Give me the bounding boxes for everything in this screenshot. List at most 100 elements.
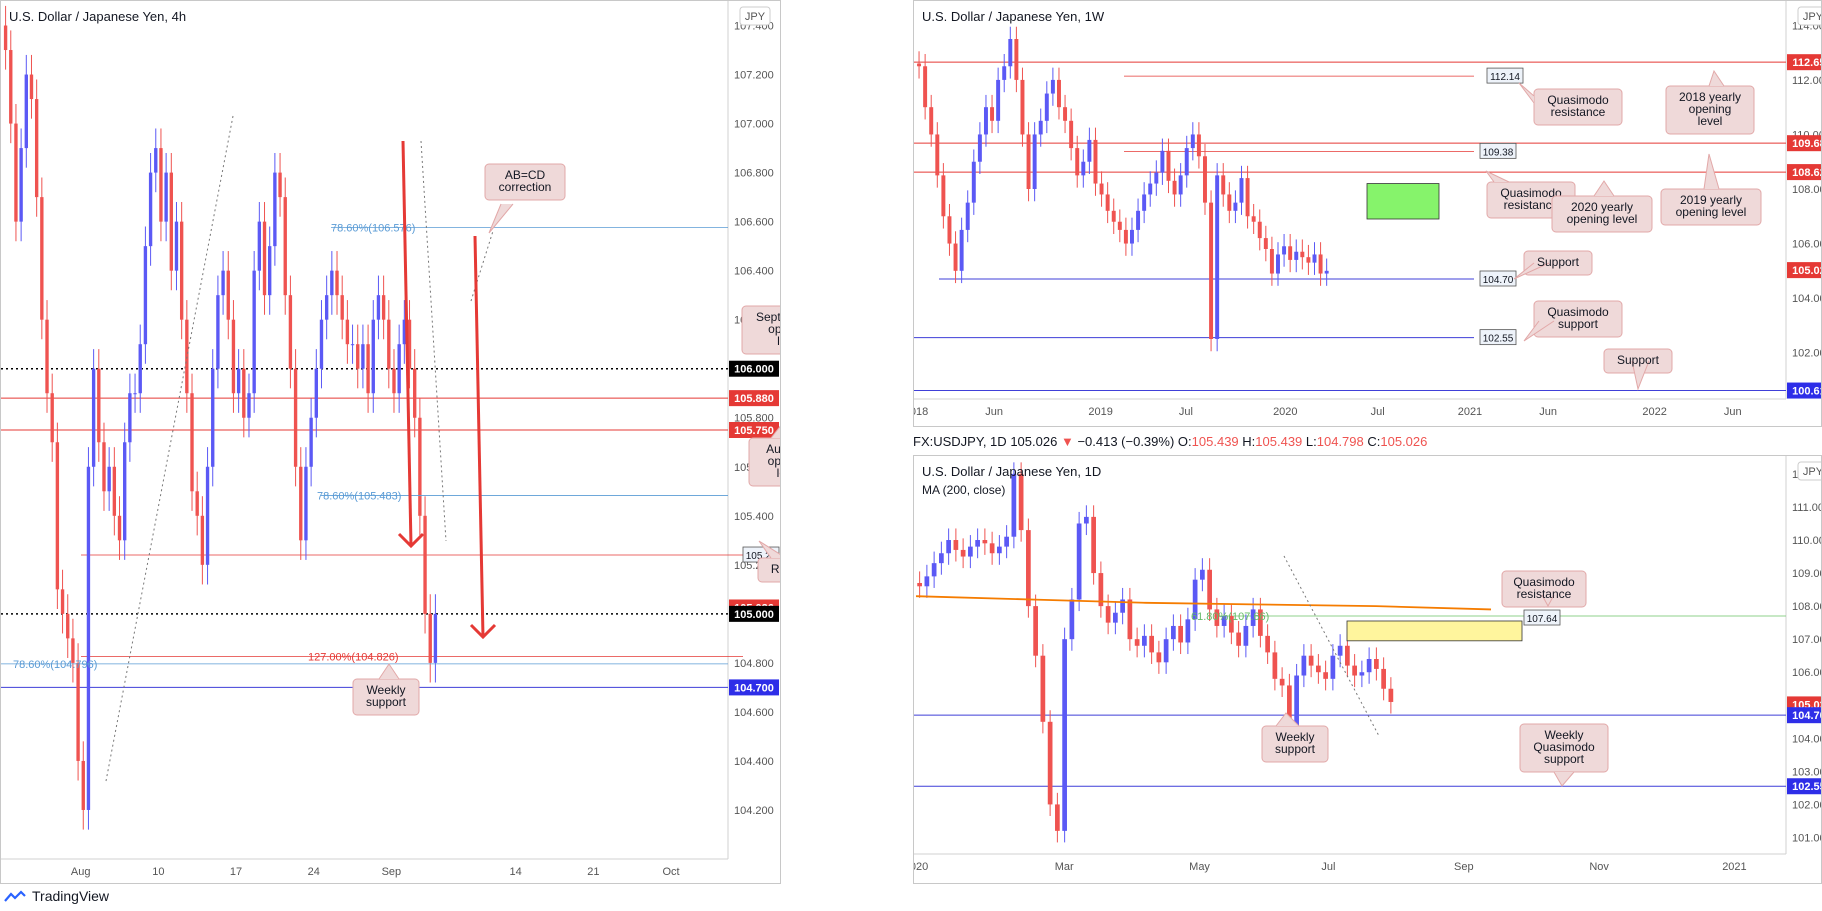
candle-body bbox=[1359, 672, 1365, 676]
price-badge bbox=[1787, 707, 1822, 724]
price-tag-label: 107.64 bbox=[1527, 614, 1558, 625]
abcd-callout-line: AB=CD bbox=[505, 168, 546, 182]
candle-body bbox=[190, 393, 194, 492]
candle-body bbox=[128, 393, 132, 443]
candle-body bbox=[392, 368, 396, 394]
chart-1d-panel[interactable]: 112.000111.000110.000109.000108.000107.0… bbox=[904, 455, 1822, 884]
price-tag-label: 102.55 bbox=[1483, 334, 1514, 345]
candle-body bbox=[335, 270, 339, 296]
chart-1w[interactable]: 114.000112.000110.000108.000106.000104.0… bbox=[904, 1, 1822, 426]
candle-body bbox=[997, 546, 1002, 554]
candle-body bbox=[247, 393, 251, 418]
candle-body bbox=[931, 563, 937, 577]
price-badge bbox=[1787, 135, 1822, 152]
y-tick-label: 106.000 bbox=[1792, 239, 1821, 251]
w-2020-open-callout-tail bbox=[1593, 180, 1615, 197]
price-badge bbox=[1787, 262, 1822, 279]
weekly-support-callout-line: support bbox=[366, 695, 407, 709]
x-tick-label: 2019 bbox=[1088, 406, 1112, 418]
candle-body bbox=[975, 540, 980, 547]
candle-body bbox=[283, 197, 287, 296]
y-tick-label: 107.200 bbox=[734, 70, 774, 82]
candle-body bbox=[1136, 210, 1141, 230]
candle-body bbox=[1178, 175, 1183, 195]
candle-body bbox=[154, 148, 158, 173]
candle-body bbox=[1148, 183, 1153, 195]
d-weekly-support-callout-line: support bbox=[1275, 742, 1316, 756]
abcd-callout-box bbox=[484, 163, 566, 201]
candle-body bbox=[965, 202, 970, 230]
candle-body bbox=[1154, 172, 1159, 184]
weekly-support-callout-line: Weekly bbox=[366, 683, 405, 697]
trend-line bbox=[420, 140, 447, 542]
candle-body bbox=[1099, 183, 1104, 195]
candle-body bbox=[977, 134, 982, 162]
candle-body bbox=[1263, 238, 1268, 249]
candle-body bbox=[1337, 645, 1343, 656]
price-badge-label: 104.700 bbox=[1792, 710, 1821, 722]
price-tag bbox=[1486, 67, 1524, 84]
y-tick-label: 111.000 bbox=[1792, 502, 1821, 514]
currency-button bbox=[1797, 6, 1822, 26]
candle-body bbox=[1026, 530, 1031, 607]
abcd-leg-arrow-head bbox=[469, 623, 497, 640]
y-tick-label: 101.000 bbox=[1792, 832, 1821, 844]
candle-body bbox=[278, 172, 282, 198]
candle-body bbox=[1113, 612, 1118, 623]
trend-line bbox=[1283, 555, 1380, 737]
x-tick-label: Aug bbox=[71, 866, 91, 878]
w-2019-open-callout-line: 2019 yearly bbox=[1680, 193, 1742, 207]
candle-body bbox=[169, 172, 173, 271]
chart-1d[interactable]: 112.000111.000110.000109.000108.000107.0… bbox=[904, 456, 1822, 883]
chart-4h[interactable]: 107.400107.200107.000106.800106.600106.4… bbox=[1, 1, 844, 883]
candle-body bbox=[356, 344, 360, 369]
tradingview-logo[interactable]: TradingView bbox=[4, 888, 109, 904]
candle-body bbox=[34, 99, 39, 198]
x-tick-label: Sep bbox=[1454, 861, 1474, 873]
ticker-low: 104.798 bbox=[1316, 434, 1364, 449]
candle-body bbox=[350, 344, 355, 346]
candle-body bbox=[1149, 635, 1154, 653]
y-tick-label: 104.200 bbox=[734, 805, 774, 817]
d-weekly-support-callout-line: Weekly bbox=[1275, 730, 1314, 744]
candle-body bbox=[273, 172, 277, 247]
w-quasimodo-res2-callout-tail bbox=[1485, 170, 1510, 183]
chart-4h-panel[interactable]: 107.400 107.200 107.000 106.800 106.600 106.4… bbox=[0, 0, 844, 884]
w-support-callout-line: Support bbox=[1537, 255, 1580, 269]
candle-body bbox=[81, 760, 85, 810]
candle-body bbox=[1282, 246, 1287, 255]
candle-body bbox=[1190, 134, 1195, 149]
price-badge-label: 109.680 bbox=[1792, 138, 1821, 150]
w-quasimodo-sup-callout-tail bbox=[1523, 320, 1555, 342]
price-tag-label: 105.24 bbox=[746, 551, 777, 562]
candle-body bbox=[1203, 156, 1207, 203]
x-tick-label: 21 bbox=[587, 866, 599, 878]
candle-body bbox=[1214, 609, 1220, 626]
candle-body bbox=[1004, 536, 1009, 547]
candle-body bbox=[179, 221, 184, 320]
price-badge-label: 112.650 bbox=[1792, 57, 1821, 69]
w-2018-open-callout-line: opening bbox=[1689, 102, 1732, 116]
tradingview-logo-icon bbox=[4, 890, 26, 902]
x-tick-label: May bbox=[1189, 861, 1210, 873]
candle-body bbox=[971, 161, 976, 203]
x-tick-label: Jun bbox=[1539, 406, 1557, 418]
candle-body bbox=[1257, 221, 1262, 239]
fib-level-label: 61.80%(107.66) bbox=[1191, 611, 1269, 623]
candle-body bbox=[1300, 251, 1305, 258]
candle-body bbox=[1318, 254, 1323, 274]
chart-1w-panel[interactable]: 114.000112.000110.000108.000106.000104.0… bbox=[904, 0, 1822, 427]
y-tick-label: 110.000 bbox=[1792, 535, 1821, 547]
candle-body bbox=[1160, 150, 1165, 173]
candle-body bbox=[19, 148, 23, 222]
candle-body bbox=[946, 540, 951, 554]
candle-body bbox=[55, 442, 60, 590]
candle-body bbox=[371, 319, 375, 394]
x-tick-label: 24 bbox=[308, 866, 320, 878]
candle-body bbox=[314, 368, 318, 418]
w-quasimodo-res2-callout-line: Quasimodo bbox=[1500, 186, 1562, 200]
ticker-change: −0.413 (−0.39%) bbox=[1077, 434, 1175, 449]
ticker-high: 105.439 bbox=[1255, 434, 1303, 449]
